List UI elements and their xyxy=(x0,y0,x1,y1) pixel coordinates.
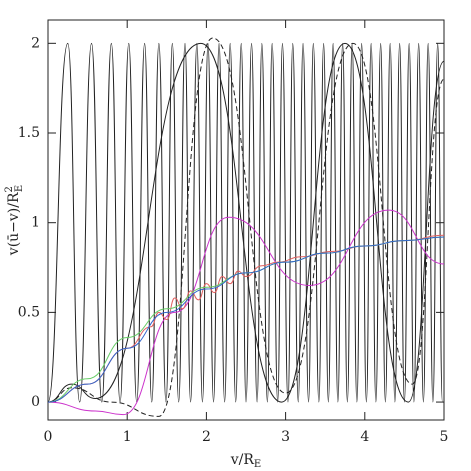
y-tick-label: 0 xyxy=(31,394,40,410)
x-axis-label-main: v/R xyxy=(230,452,255,468)
plot-frame xyxy=(47,19,445,421)
y-tick-label: 1 xyxy=(31,215,40,231)
x-axis-label-sub: E xyxy=(254,459,261,470)
series-line xyxy=(47,37,445,417)
series-line xyxy=(47,42,443,403)
series-line xyxy=(47,42,445,403)
x-tick-label: 0 xyxy=(44,429,53,445)
x-tick-label: 1 xyxy=(123,429,132,445)
x-tick-label: 4 xyxy=(360,429,369,445)
y-tick-label: 0.5 xyxy=(18,304,40,320)
x-tick-label: 2 xyxy=(202,429,211,445)
y-tick-label: 2 xyxy=(31,35,40,51)
y-axis-label-sub: E xyxy=(14,185,25,192)
y-axis-label: v(ū−v)/R2E xyxy=(4,185,25,256)
x-axis-label: v/RE xyxy=(230,452,261,470)
x-tick-label: 3 xyxy=(281,429,290,445)
y-tick-label: 1.5 xyxy=(18,125,40,141)
series-line xyxy=(47,236,445,403)
y-axis-label-main: v(ū−v)/R xyxy=(6,192,22,256)
x-tick-label: 5 xyxy=(440,429,449,445)
series-line xyxy=(47,209,445,416)
y-axis-label-sup: 2 xyxy=(4,186,15,192)
